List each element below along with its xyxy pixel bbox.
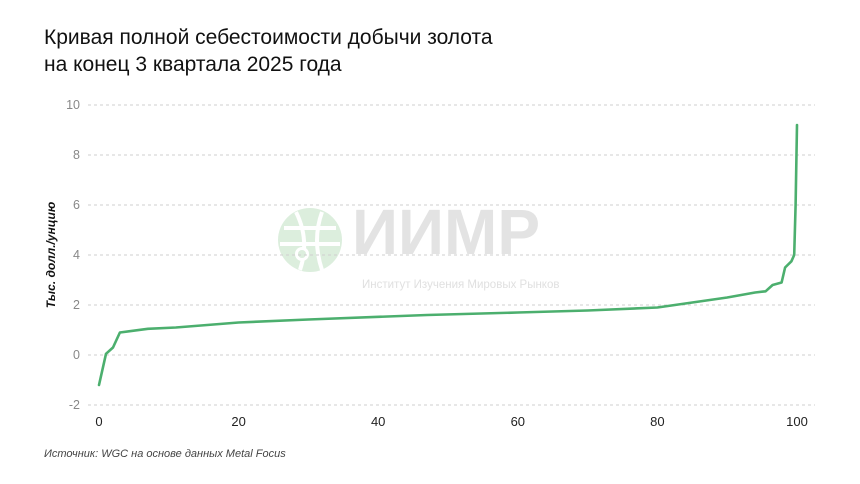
y-tick-label: 6 xyxy=(73,198,80,212)
y-tick-label: -2 xyxy=(69,398,80,412)
y-tick-label: 0 xyxy=(73,348,80,362)
x-tick-label: 100 xyxy=(786,414,808,429)
title-line-2: на конец 3 квартала 2025 года xyxy=(44,53,342,76)
y-tick-label: 10 xyxy=(66,98,80,112)
x-tick-label: 60 xyxy=(511,414,525,429)
title-line-1: Кривая полной себестоимости добычи золот… xyxy=(44,26,493,49)
x-tick-label: 40 xyxy=(371,414,385,429)
watermark-subtitle: Институт Изучения Мировых Рынков xyxy=(362,279,559,291)
y-tick-label: 2 xyxy=(73,298,80,312)
y-tick-label: 8 xyxy=(73,148,80,162)
source-note: Источник: WGC на основе данных Metal Foc… xyxy=(44,448,286,460)
x-tick-label: 0 xyxy=(95,414,102,429)
x-tick-label: 20 xyxy=(231,414,245,429)
chart-title: Кривая полной себестоимости добычи золот… xyxy=(44,24,493,78)
watermark-logo-text: ИИМР xyxy=(352,196,540,268)
y-axis-label: Тыс. долл./унцию xyxy=(44,202,58,309)
series-line xyxy=(97,123,799,387)
y-tick-label: 4 xyxy=(73,248,80,262)
x-tick-label: 80 xyxy=(650,414,664,429)
watermark-logo: ИИМР Институт Изучения Мировых Рынков xyxy=(278,196,559,291)
globe-icon xyxy=(278,208,342,272)
